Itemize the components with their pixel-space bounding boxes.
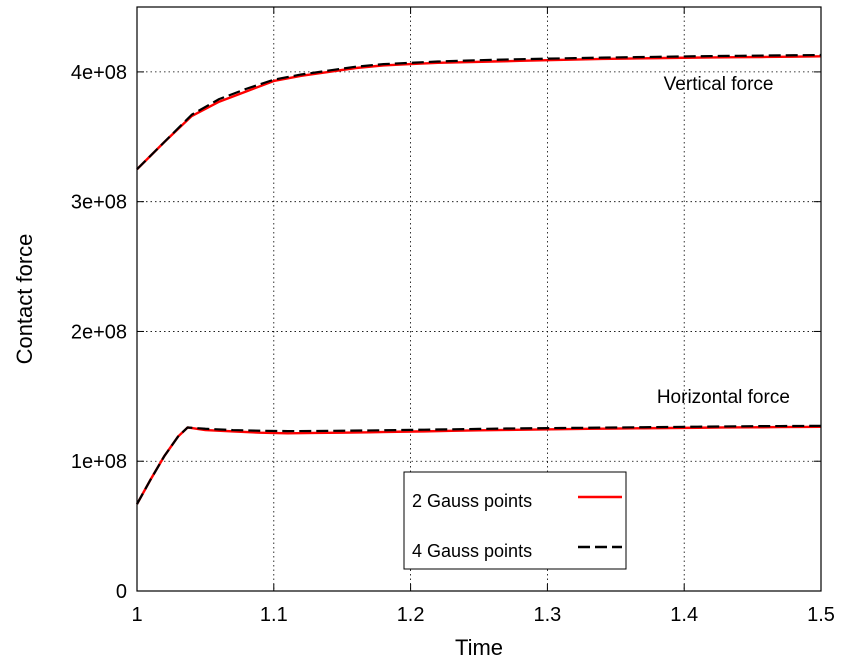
tick-labels: 1 1.1 1.2 1.3 1.4 1.5 0 1e+08 2e+08 3e+08 4e+08	[71, 62, 835, 626]
series-line-horizontal-4-gauss-points	[136, 424, 822, 505]
ticks	[136, 7, 822, 592]
y-tick-label: 3e+08	[71, 192, 127, 214]
x-tick-label: 1.3	[533, 604, 561, 626]
x-tick-label: 1	[131, 604, 142, 626]
x-axis-label: Time	[455, 635, 503, 660]
legend: 2 Gauss points 4 Gauss points	[403, 471, 627, 570]
y-tick-label: 2e+08	[71, 321, 127, 343]
y-tick-label: 4e+08	[71, 62, 127, 84]
legend-label-4-gauss-points: 4 Gauss points	[412, 541, 532, 561]
legend-box	[403, 471, 627, 570]
plot-frame	[136, 6, 822, 592]
x-tick-label: 1.2	[397, 604, 425, 626]
series-layer	[135, 53, 822, 505]
annotation-vertical-force: Vertical force	[664, 74, 774, 95]
x-tick-label: 1.4	[670, 604, 698, 626]
y-tick-label: 1e+08	[71, 451, 127, 473]
series-line-vertical-4-gauss-points	[136, 53, 822, 170]
x-tick-label: 1.5	[807, 604, 835, 626]
annotation-horizontal-force: Horizontal force	[657, 387, 790, 408]
x-tick-label: 1.1	[260, 604, 288, 626]
y-tick-label: 0	[116, 581, 127, 603]
series-line-vertical-2-gauss-points	[136, 55, 822, 171]
legend-label-2-gauss-points: 2 Gauss points	[412, 491, 532, 511]
annotations: Vertical force Horizontal force	[657, 74, 790, 408]
y-axis-label: Contact force	[12, 234, 37, 365]
